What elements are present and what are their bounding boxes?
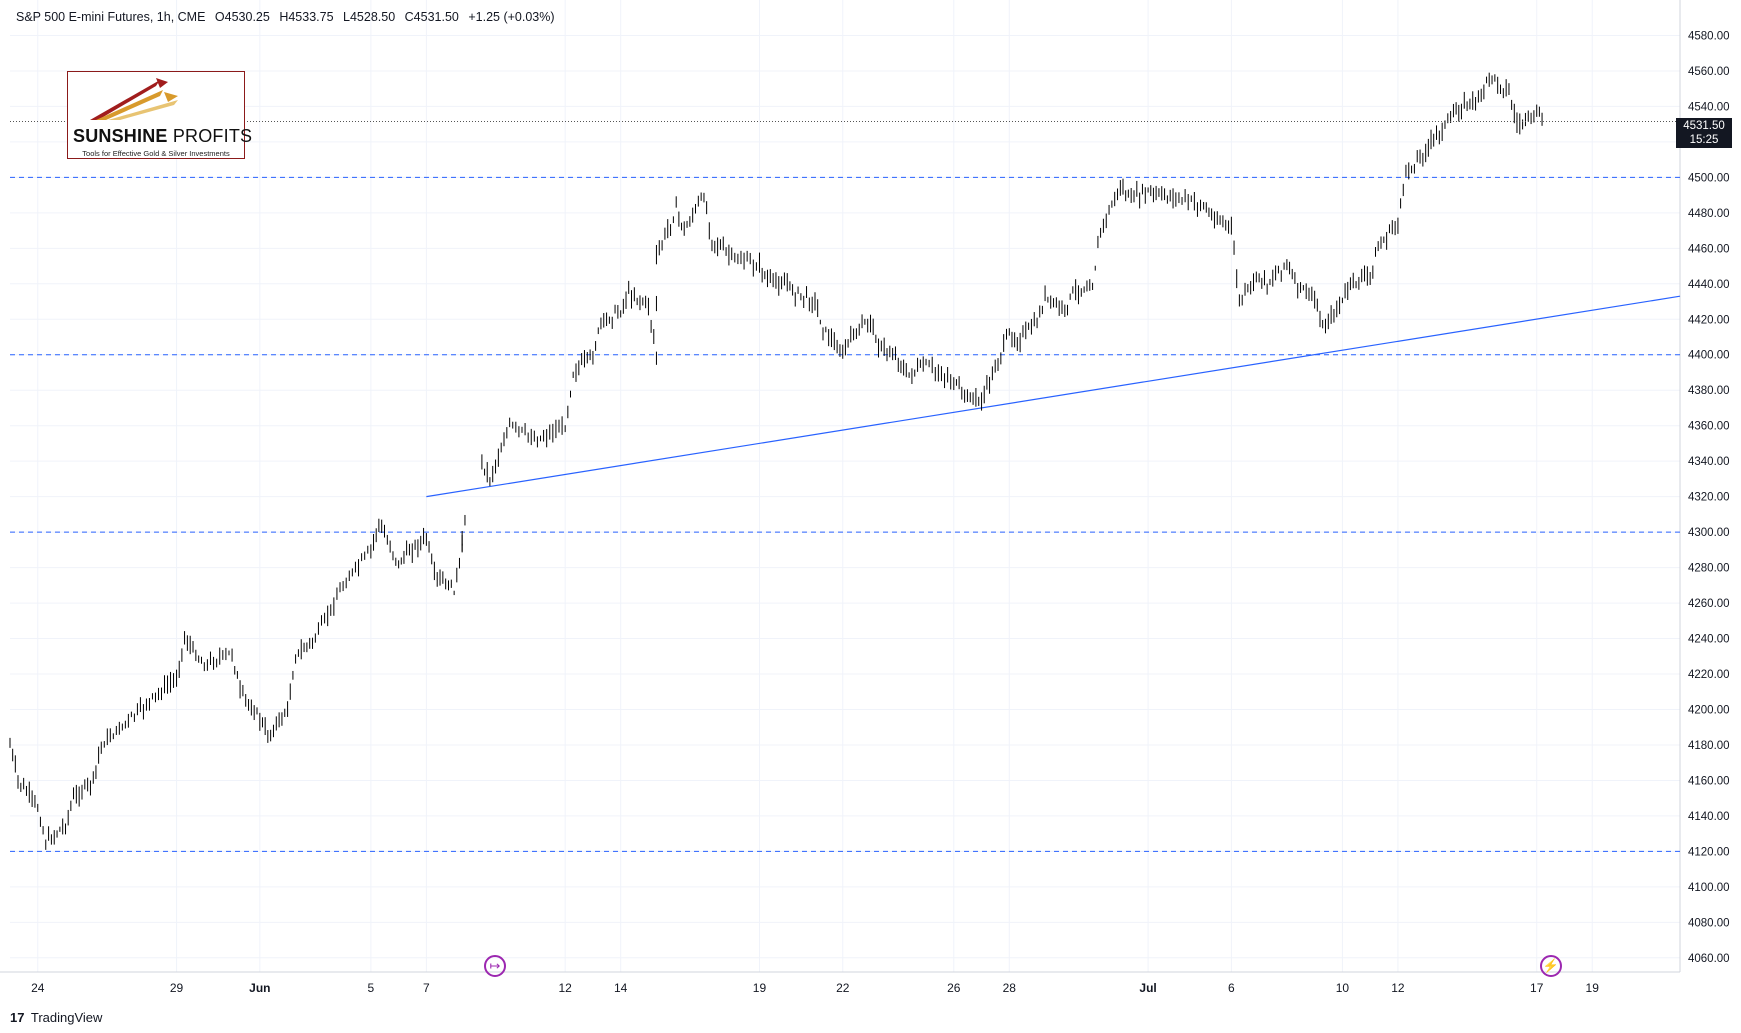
- price-axis[interactable]: 4060.00 4080.00 4100.00 4120.00 4140.00 4160.…: [1688, 30, 1730, 964]
- price-tick-label: 4060.00: [1688, 953, 1730, 965]
- price-tick-label: 4280.00: [1688, 563, 1730, 575]
- price-tick-label: 4160.00: [1688, 775, 1730, 787]
- price-tick-label: 4180.00: [1688, 740, 1730, 752]
- symbol-title[interactable]: S&P 500 E-mini Futures, 1h, CME: [16, 10, 206, 24]
- sunshine-profits-logo: SUNSHINE PROFITS Tools for Effective Gol…: [67, 71, 252, 159]
- price-tick-label: 4580.00: [1688, 30, 1730, 42]
- price-tick-label: 4240.00: [1688, 634, 1730, 646]
- price-tick-label: 4400.00: [1688, 350, 1730, 362]
- horizontal-lines[interactable]: [10, 176, 1680, 852]
- time-axis[interactable]: 24 29 Jun 5 7 12 14 19 22 26 28 Jul 6 10 12 17 19: [31, 981, 1599, 995]
- time-tick-label: 19: [1586, 981, 1600, 995]
- high-value: H4533.75: [279, 10, 334, 24]
- tradingview-brand[interactable]: 17 TradingView: [10, 1010, 102, 1025]
- tradingview-logo-icon: 17: [10, 1010, 25, 1025]
- time-tick-label: 19: [753, 981, 767, 995]
- close-value: C4531.50: [404, 10, 459, 24]
- time-tick-label: 17: [1530, 981, 1544, 995]
- price-tick-label: 4080.00: [1688, 917, 1730, 929]
- price-tick-label: 4360.00: [1688, 421, 1730, 433]
- time-tick-label: 7: [423, 981, 430, 995]
- price-tick-label: 4100.00: [1688, 882, 1730, 894]
- current-price-label: 4531.50: [1683, 120, 1725, 132]
- price-tick-label: 4480.00: [1688, 208, 1730, 220]
- price-tick-label: 4460.00: [1688, 243, 1730, 255]
- time-tick-label: 28: [1003, 981, 1017, 995]
- time-tick-label: 5: [368, 981, 375, 995]
- price-tick-label: 4380.00: [1688, 385, 1730, 397]
- symbol-header: S&P 500 E-mini Futures, 1h, CME O4530.25…: [16, 10, 561, 24]
- trend-line-layer[interactable]: [426, 295, 1681, 498]
- price-tick-label: 4560.00: [1688, 66, 1730, 78]
- time-tick-label: 24: [31, 981, 45, 995]
- time-tick-label: 29: [170, 981, 184, 995]
- time-tick-label: 6: [1228, 981, 1235, 995]
- change-value: +1.25 (+0.03%): [468, 10, 555, 24]
- open-value: O4530.25: [214, 10, 270, 24]
- price-tick-label: 4500.00: [1688, 172, 1730, 184]
- trend-line[interactable]: [426, 295, 1681, 498]
- price-tick-label: 4340.00: [1688, 456, 1730, 468]
- chart-grid: [0, 0, 1681, 973]
- price-tick-label: 4320.00: [1688, 492, 1730, 504]
- time-tick-label: 10: [1336, 981, 1350, 995]
- time-tick-label: Jun: [249, 981, 270, 995]
- price-tick-label: 4440.00: [1688, 279, 1730, 291]
- time-tick-label: 14: [614, 981, 628, 995]
- low-value: L4528.50: [343, 10, 396, 24]
- time-tick-label: 12: [1391, 981, 1405, 995]
- time-tick-label: Jul: [1139, 981, 1156, 995]
- price-tick-label: 4140.00: [1688, 811, 1730, 823]
- price-tick-label: 4420.00: [1688, 314, 1730, 326]
- logo-tagline: Tools for Effective Gold & Silver Invest…: [82, 149, 230, 158]
- price-tick-label: 4120.00: [1688, 846, 1730, 858]
- brand-name: TradingView: [30, 1010, 103, 1025]
- logo-arrows-icon: [90, 78, 178, 120]
- price-tick-label: 4220.00: [1688, 669, 1730, 681]
- price-tick-label: 4200.00: [1688, 704, 1730, 716]
- time-tick-label: 26: [947, 981, 961, 995]
- lightning-alert-icon[interactable]: ⚡: [1540, 955, 1562, 977]
- current-price-badge: 4531.50 15:25: [1676, 118, 1732, 148]
- price-tick-label: 4260.00: [1688, 598, 1730, 610]
- price-tick-label: 4300.00: [1688, 527, 1730, 539]
- price-tick-label: 4540.00: [1688, 101, 1730, 113]
- logo-name: SUNSHINE PROFITS: [73, 126, 253, 146]
- time-tick-label: 12: [558, 981, 572, 995]
- candles: [9, 72, 1543, 850]
- bar-countdown: 15:25: [1689, 134, 1719, 146]
- time-tick-label: 22: [836, 981, 850, 995]
- goto-realtime-icon[interactable]: ↦: [484, 955, 506, 977]
